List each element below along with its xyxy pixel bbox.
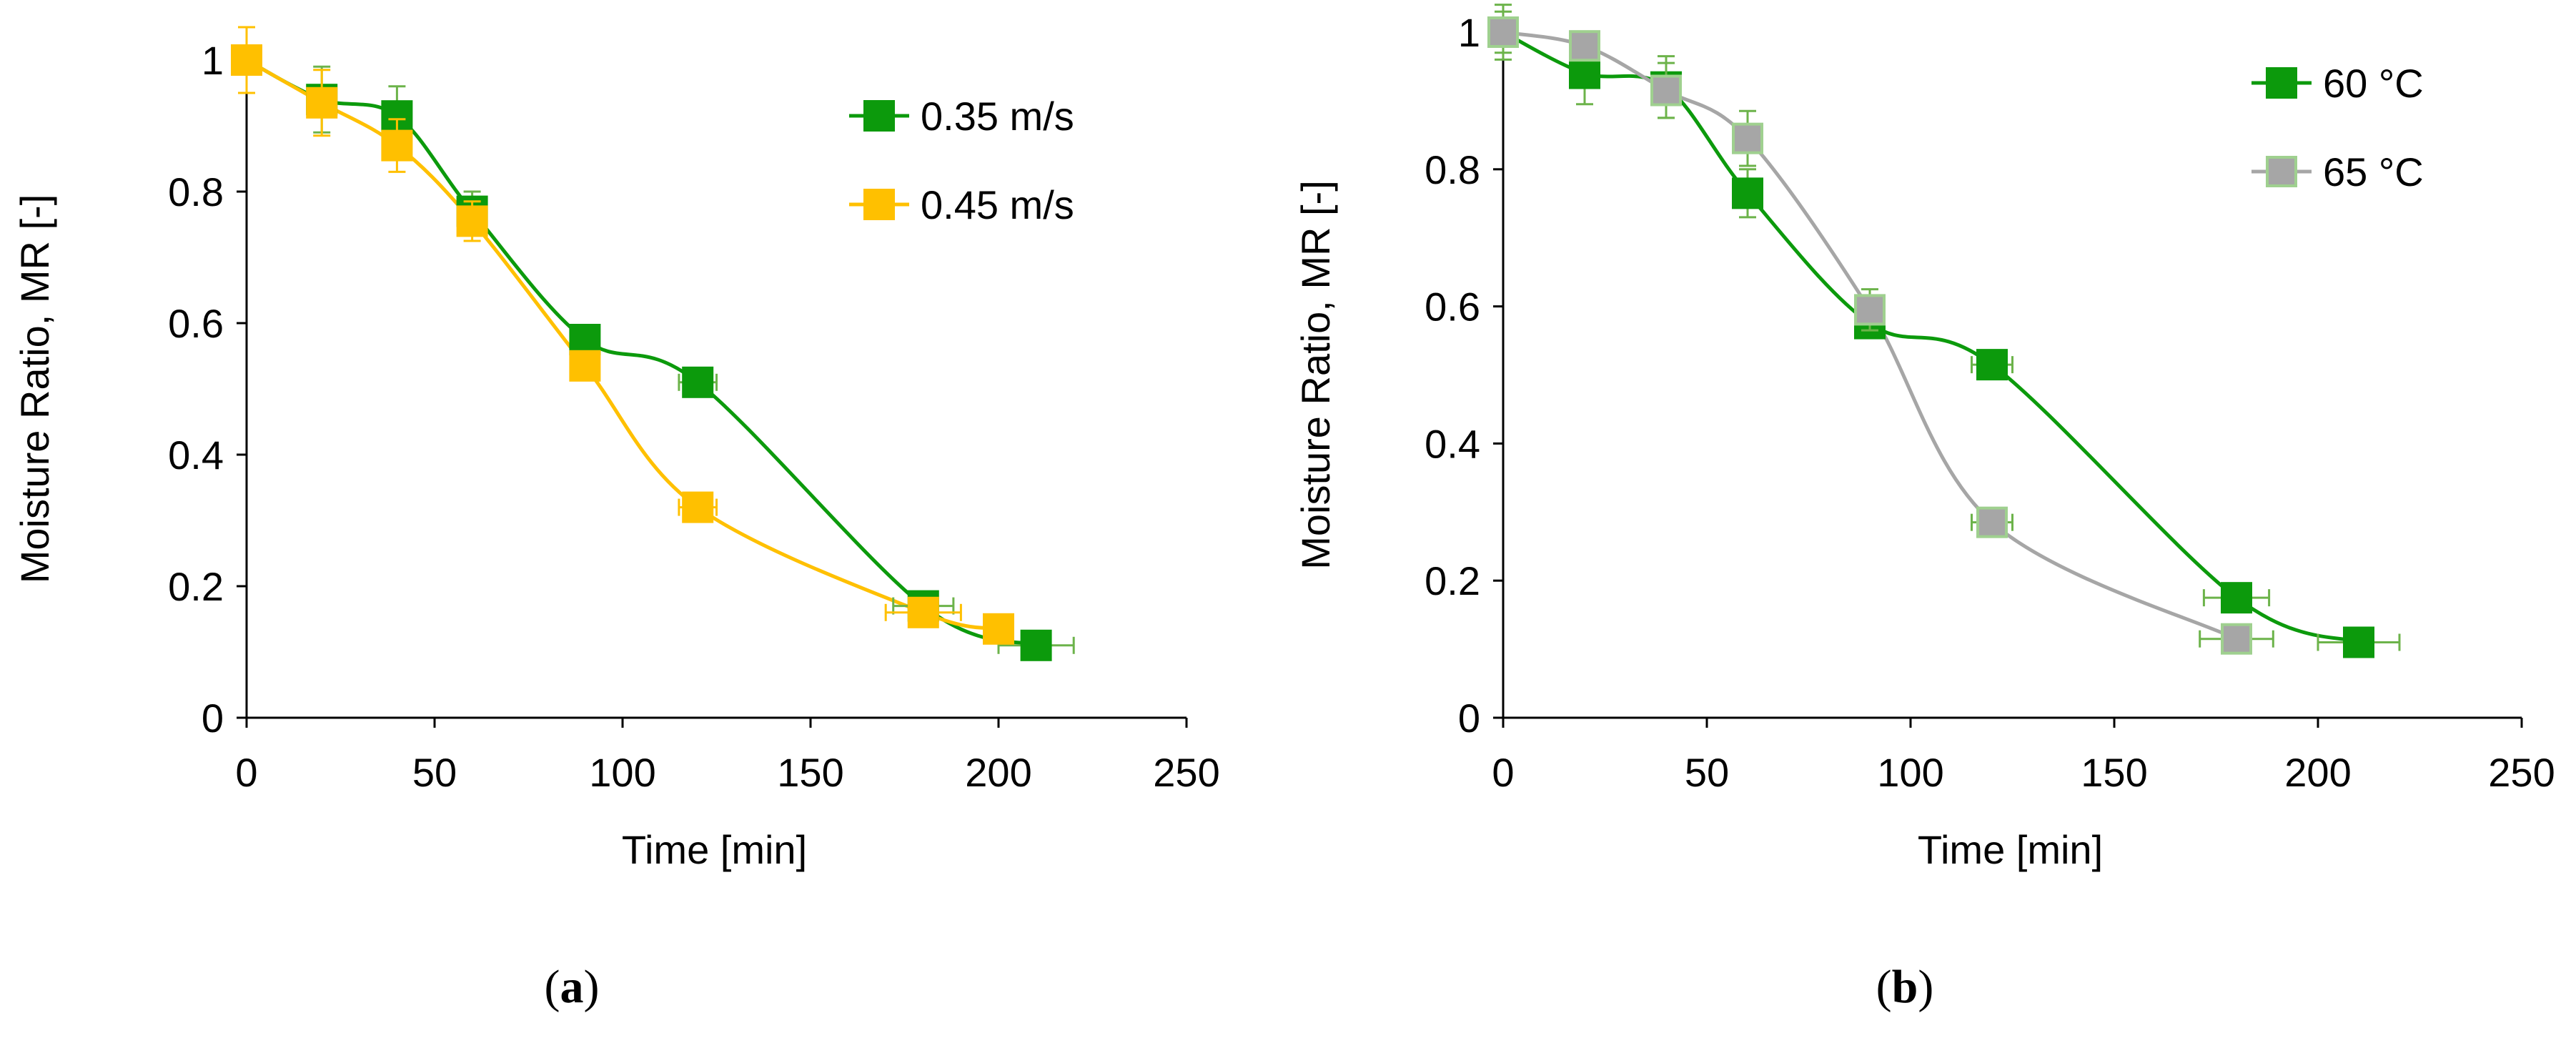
x-tick-label: 250 [1153, 750, 1219, 795]
data-point-marker [1976, 349, 2008, 381]
y-tick-label: 0.4 [1425, 421, 1480, 466]
x-axis-title: Time [min] [1918, 827, 2103, 872]
caption-a-label: a [560, 961, 584, 1013]
data-point-marker [569, 350, 601, 382]
legend-marker [863, 189, 895, 220]
data-point-marker [1650, 74, 1682, 107]
data-point-marker [2221, 582, 2252, 614]
x-tick-label: 150 [2081, 750, 2147, 795]
x-tick-label: 100 [1877, 750, 1943, 795]
caption-b: (b) [1876, 961, 1934, 1013]
y-tick-label: 0.2 [1425, 558, 1480, 603]
x-tick-label: 150 [777, 750, 843, 795]
series-line [1502, 30, 2238, 641]
data-point-marker [1020, 629, 1052, 661]
y-tick-label: 1 [202, 38, 224, 83]
series-line [245, 58, 1037, 648]
y-tick-label: 0.8 [168, 169, 224, 214]
chart-a: 0 0.2 0.4 0.6 0.8 1 0 50 100 150 200 250 Time [min] M… [12, 26, 1220, 872]
x-tick-label: 200 [2284, 750, 2351, 795]
x-tick-label: 0 [235, 750, 257, 795]
y-tick-label: 0.8 [1425, 147, 1480, 192]
y-tick-label: 0 [1458, 696, 1480, 741]
data-point-marker [1732, 177, 1763, 209]
data-point-marker [907, 596, 939, 628]
data-point-marker [2221, 623, 2252, 655]
chart-b: 0 0.2 0.4 0.6 0.8 1 0 50 100 150 200 250 Time [min] M… [1293, 4, 2555, 872]
data-point-marker [682, 491, 714, 523]
y-tick-label: 0.6 [168, 301, 224, 346]
data-point-marker [983, 613, 1014, 645]
legend-marker [863, 100, 895, 132]
data-point-marker [456, 205, 488, 237]
legend-label: 65 °C [2323, 149, 2424, 194]
x-tick-label: 200 [965, 750, 1031, 795]
series-line [1502, 30, 2359, 644]
data-point-marker [1732, 122, 1763, 154]
x-tick-label: 50 [1685, 750, 1729, 795]
legend-label: 0.45 m/s [921, 182, 1074, 227]
data-point-marker [1487, 16, 1519, 48]
x-axis-title: Time [min] [622, 827, 807, 872]
y-tick-label: 0.4 [168, 432, 224, 478]
caption-a: (a) [545, 961, 600, 1013]
data-point-marker [306, 86, 338, 119]
series-line [245, 58, 999, 631]
data-point-marker [1569, 30, 1600, 62]
y-tick-label: 0 [202, 696, 224, 741]
y-tick-label: 0.6 [1425, 285, 1480, 330]
data-point-marker [2343, 626, 2374, 658]
caption-b-label: b [1892, 961, 1918, 1013]
data-point-marker [231, 44, 262, 76]
data-point-marker [569, 324, 601, 355]
data-point-marker [1854, 294, 1886, 326]
x-tick-label: 100 [589, 750, 655, 795]
x-tick-label: 250 [2488, 750, 2555, 795]
legend-marker [2266, 156, 2297, 187]
data-point-marker [1976, 506, 2008, 538]
data-point-marker [1569, 57, 1600, 89]
y-axis-title: Moisture Ratio, MR [-] [12, 194, 57, 584]
data-point-marker [381, 129, 413, 162]
x-tick-label: 50 [412, 750, 457, 795]
legend-marker [2266, 67, 2297, 99]
x-tick-label: 0 [1492, 750, 1514, 795]
data-point-marker [682, 366, 714, 398]
y-axis-title: Moisture Ratio, MR [-] [1293, 180, 1338, 570]
y-tick-label: 0.2 [168, 564, 224, 609]
legend-label: 0.35 m/s [921, 94, 1074, 139]
legend-label: 60 °C [2323, 61, 2424, 106]
y-tick-label: 1 [1458, 10, 1480, 55]
